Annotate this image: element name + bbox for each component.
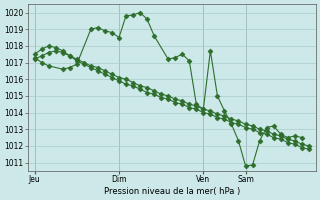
X-axis label: Pression niveau de la mer( hPa ): Pression niveau de la mer( hPa ) — [104, 187, 240, 196]
